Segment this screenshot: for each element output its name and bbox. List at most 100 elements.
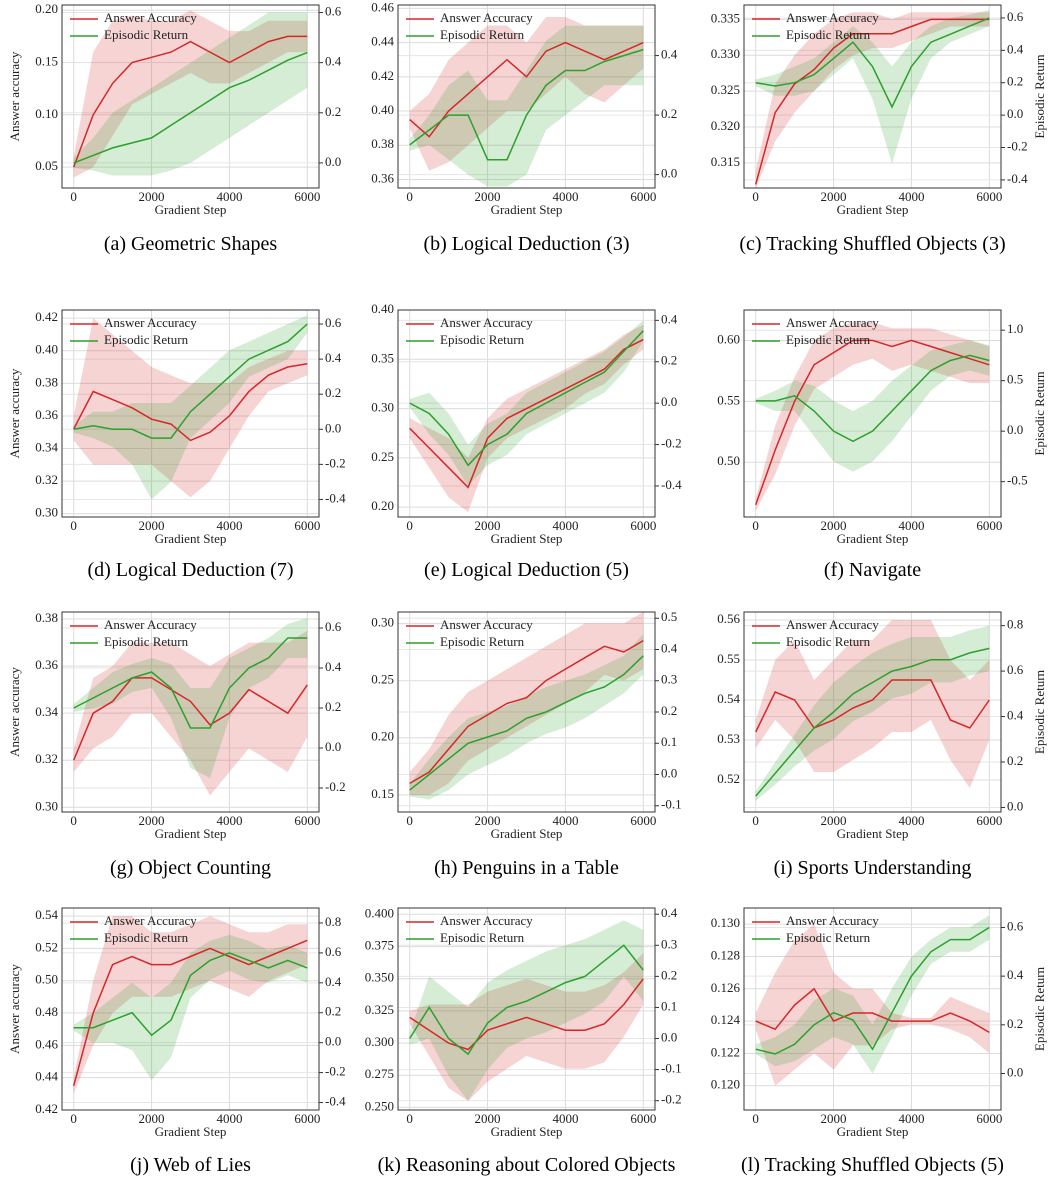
legend-label: Answer Accuracy [440,10,533,25]
y-tick-label: 0.60 [717,331,740,346]
caption: (e) Logical Deduction (5) [424,559,629,581]
band [755,924,990,1086]
line [73,952,308,1037]
y2-tick-label: 0.0 [325,420,341,435]
x-tick-label: 4000 [216,1111,242,1126]
legend-label: Episodic Return [786,332,871,347]
y-tick-label: 0.40 [35,342,58,357]
x-tick-label: 0 [406,813,413,828]
y-axis-label: Answer accuracy [7,667,22,757]
y-tick-label: 0.30 [35,798,58,813]
x-axis-label: Gradient Step [837,531,909,546]
legend-label: Episodic Return [440,27,525,42]
y-tick-label: 0.40 [371,301,394,316]
y2-tick-label: 0.0 [325,1034,341,1049]
y2-tick-label: 0.6 [325,944,342,959]
legend-label: Episodic Return [786,634,871,649]
y2-tick-label: 0.2 [661,353,677,368]
x-tick-label: 4000 [552,813,578,828]
legend-label: Answer Accuracy [104,913,197,928]
legend-label: Episodic Return [104,332,189,347]
y-tick-label: 0.46 [371,0,394,14]
x-tick-label: 2000 [475,189,501,204]
x-tick-label: 6000 [976,189,1002,204]
legend-label: Episodic Return [104,634,189,649]
x-tick-label: 0 [406,1111,413,1126]
x-axis-label: Gradient Step [155,202,227,217]
y2-tick-label: -0.4 [1007,171,1028,186]
x-tick-label: 6000 [630,1111,656,1126]
x-tick-label: 6000 [976,813,1002,828]
y2-tick-label: 0.6 [325,4,342,19]
x-tick-label: 4000 [552,189,578,204]
x-tick-label: 2000 [475,1111,501,1126]
legend-label: Episodic Return [104,930,189,945]
y-tick-label: 0.38 [35,374,58,389]
y-tick-label: 0.15 [35,53,58,68]
caption: (d) Logical Deduction (7) [87,559,294,581]
x-tick-label: 2000 [821,813,847,828]
legend-label: Answer Accuracy [104,315,197,330]
y2-tick-label: 0.0 [325,154,341,169]
plot-frame [743,309,1002,518]
caption: (b) Logical Deduction (3) [423,233,630,255]
line [409,639,644,785]
y-tick-label: 0.320 [711,118,740,133]
y2-tick-label: -0.5 [1007,473,1028,488]
y-tick-label: 0.50 [717,453,740,468]
y-tick-label: 0.275 [365,1066,394,1081]
legend-label: Episodic Return [786,930,871,945]
band [409,25,644,187]
y2-tick-label: 0.2 [325,1004,341,1019]
y-tick-label: 0.300 [365,1034,394,1049]
band [73,630,308,796]
y2-tick-label: 0.2 [325,104,341,119]
y-tick-label: 0.122 [711,1044,740,1059]
plot-frame [397,4,656,189]
x-axis-label: Gradient Step [491,202,563,217]
y-tick-label: 0.34 [35,440,58,455]
y-tick-label: 0.38 [371,136,394,151]
line [409,41,644,138]
plot-frame [397,907,656,1111]
band [409,320,644,486]
plot-frame [61,309,320,518]
y2-tick-label: 0.2 [1007,1016,1023,1031]
y-tick-label: 0.05 [35,158,58,173]
plot-area [62,612,319,812]
x-tick-label: 0 [752,518,759,533]
x-axis-label: Gradient Step [155,826,227,841]
y2-tick-label: 0.6 [325,315,342,330]
legend-label: Answer Accuracy [104,10,197,25]
plot-area [62,310,319,517]
y-tick-label: 0.325 [711,82,740,97]
legend-label: Answer Accuracy [440,617,533,632]
x-tick-label: 0 [70,189,77,204]
y-tick-label: 0.53 [717,731,740,746]
y2-tick-label: 0.4 [1007,41,1024,56]
y2-tick-label: -0.2 [325,455,346,470]
y2-tick-label: 0.5 [661,609,677,624]
y2-tick-label: -0.2 [325,779,346,794]
plot-area [398,908,655,1110]
y-tick-label: 0.55 [717,651,740,666]
line [755,647,990,797]
y2-tick-label: -0.4 [325,1094,346,1109]
y2-tick-label: 0.3 [661,936,677,951]
band [755,322,990,511]
band [409,953,644,1101]
y-tick-label: 0.330 [711,46,740,61]
plot-area [62,908,319,1110]
y2-tick-label: 0.1 [661,998,677,1013]
x-tick-label: 2000 [821,518,847,533]
x-tick-label: 0 [406,189,413,204]
y-tick-label: 0.30 [371,400,394,415]
y-tick-label: 0.25 [371,449,394,464]
band [755,625,990,801]
y2-axis-label: Episodic Return [1032,966,1047,1051]
line [73,51,308,164]
caption: (h) Penguins in a Table [434,857,619,879]
y2-axis-label: Episodic Return [1032,54,1047,139]
x-tick-label: 4000 [898,518,924,533]
